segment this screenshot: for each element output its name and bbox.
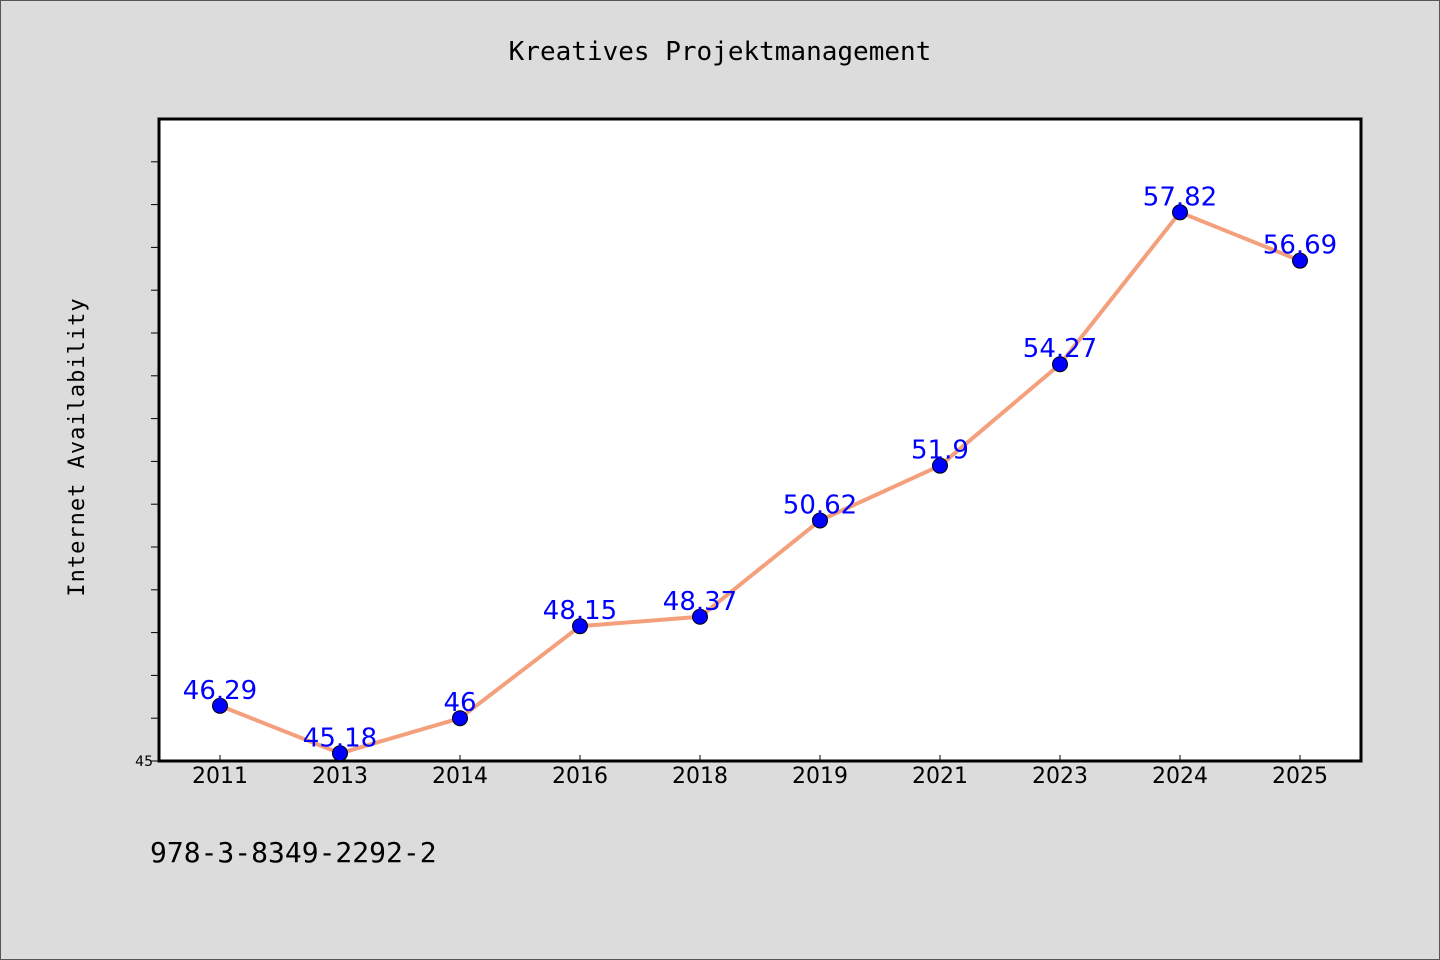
series-line: [219, 210, 1301, 756]
data-label: 46.29: [183, 676, 257, 706]
x-tick-label: 2014: [432, 764, 488, 789]
x-tick-label: 2011: [192, 764, 248, 789]
x-tick-label: 2016: [552, 764, 608, 789]
data-label: 48.15: [543, 596, 617, 626]
data-point-marker: [1052, 356, 1068, 373]
data-point-marker: [332, 745, 348, 762]
data-point-marker: [452, 710, 468, 727]
data-label: 54.27: [1023, 334, 1097, 364]
data-point-marker: [572, 618, 588, 635]
data-label: 46: [443, 688, 476, 718]
x-tick-label: 2021: [912, 764, 968, 789]
y-tick-label: 45: [135, 754, 153, 770]
data-point-marker: [932, 457, 948, 474]
series-markers: [212, 204, 1308, 762]
data-label: 51.9: [911, 436, 969, 466]
y-axis-label: Internet Availability: [65, 297, 90, 596]
isbn-footer: 978-3-8349-2292-2: [150, 836, 437, 869]
data-point-marker: [1172, 204, 1188, 221]
x-axis-ticks: 2011 2013 2014 2016 2018 2019 2021 2023 2024 2025: [192, 755, 1328, 789]
plot-area: [157, 117, 1363, 763]
data-labels: 46.29 45.18 46 48.15 48.37 50.62 51.9 54.27 57.8…: [183, 182, 1337, 753]
data-label: 57.82: [1143, 182, 1217, 212]
data-label: 50.62: [783, 490, 857, 520]
data-point-marker: [812, 512, 828, 529]
data-point-marker: [212, 697, 228, 714]
x-tick-label: 2018: [672, 764, 728, 789]
data-label: 56.69: [1263, 231, 1337, 261]
data-point-marker: [1292, 252, 1308, 269]
data-point-marker: [692, 608, 708, 625]
x-tick-label: 2024: [1152, 764, 1208, 789]
data-label: 48.37: [663, 587, 737, 617]
series-line-group: [219, 210, 1301, 756]
x-tick-label: 2025: [1272, 764, 1328, 789]
x-tick-label: 2019: [792, 764, 848, 789]
y-axis-ticks: 45: [135, 161, 159, 770]
data-label: 45.18: [303, 723, 377, 753]
x-tick-label: 2023: [1032, 764, 1088, 789]
x-tick-label: 2013: [312, 764, 368, 789]
chart-title: Kreatives Projektmanagement: [509, 37, 932, 67]
